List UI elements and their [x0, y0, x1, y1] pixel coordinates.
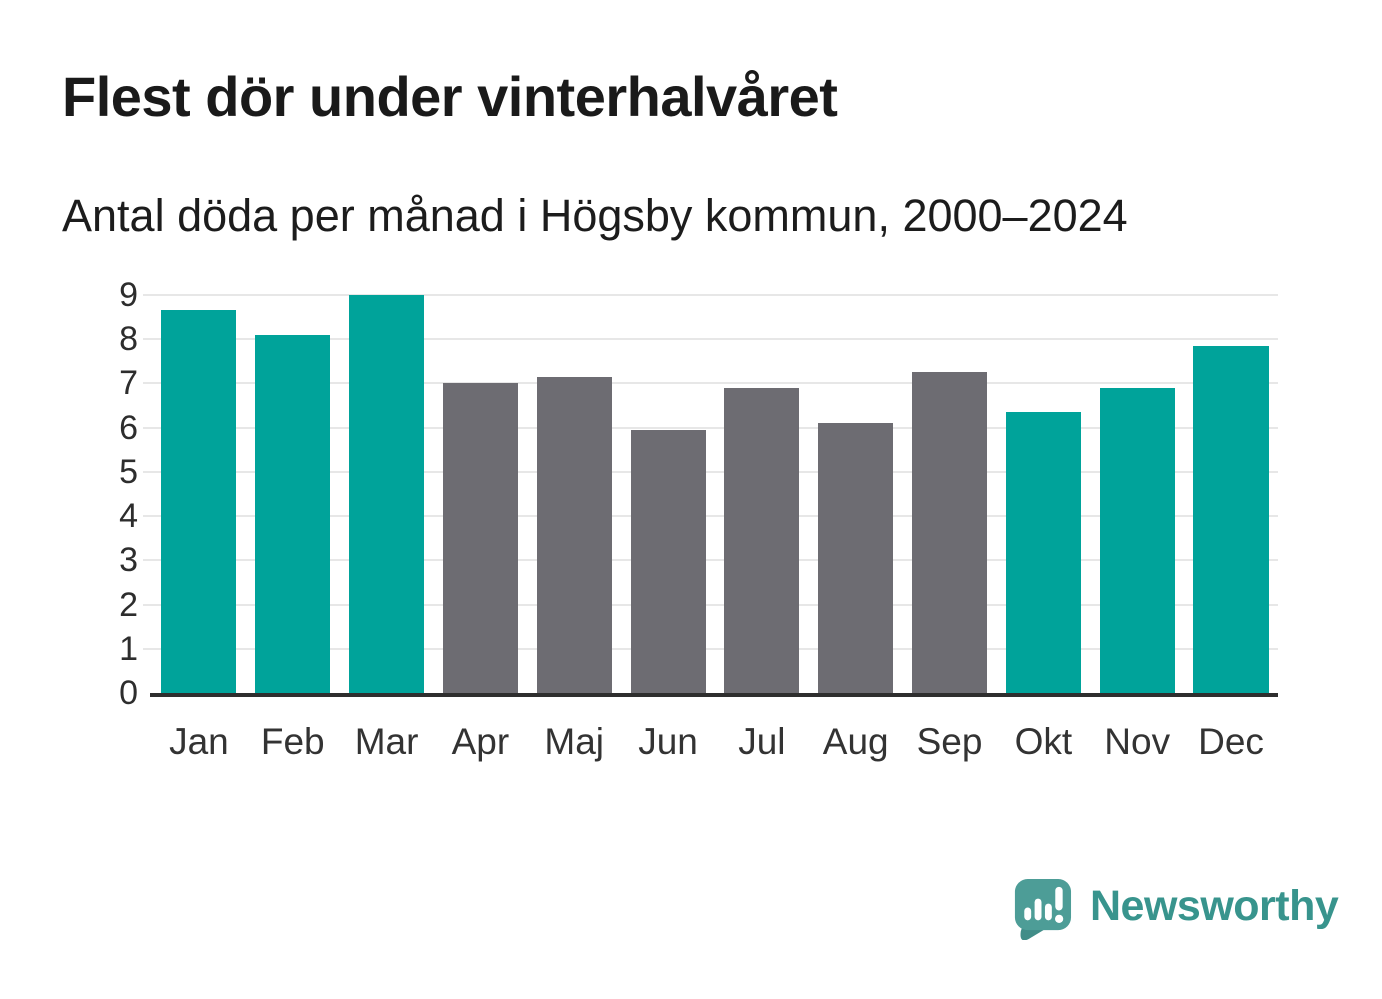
bar-feb [255, 334, 331, 693]
x-axis-labels: Jan Feb Mar Apr Maj Jun Jul Aug Sep Okt Nov Dec [152, 714, 1278, 770]
bars-container [152, 295, 1278, 693]
chart-subtitle: Antal döda per månad i Högsby kommun, 20… [62, 190, 1128, 241]
gridline-2 [143, 603, 1278, 606]
x-tick-label-aug: Aug [822, 721, 889, 762]
bar-band-jul [715, 295, 809, 693]
bar-band-nov [1090, 295, 1184, 693]
bar-band-jan [152, 295, 246, 693]
y-axis-labels: 9 8 7 6 5 4 3 2 1 0 [0, 276, 138, 712]
y-tick-label-2: 2 [119, 585, 138, 624]
bar-jun [630, 429, 706, 693]
bar-band-dec [1184, 295, 1278, 693]
bar-mar [349, 295, 425, 693]
bar-jan [161, 310, 237, 693]
newsworthy-logo-icon [1014, 878, 1072, 940]
y-tick-label-4: 4 [119, 497, 138, 536]
y-tick-label-7: 7 [119, 364, 138, 403]
x-tick-label-jul: Jul [738, 721, 786, 762]
y-tick-label-9: 9 [119, 276, 138, 314]
y-tick-label-8: 8 [119, 320, 138, 359]
bar-band-okt [996, 295, 1090, 693]
gridline-5 [143, 470, 1278, 473]
y-tick-label-0: 0 [119, 674, 138, 712]
x-tick-label-mar: Mar [354, 721, 419, 762]
x-tick-label-apr: Apr [451, 721, 510, 762]
bar-sep [912, 372, 988, 693]
x-tick-label-feb: Feb [260, 721, 325, 762]
gridline-6 [143, 426, 1278, 429]
chart-title: Flest dör under vinterhalvåret [62, 65, 838, 128]
bar-band-sep [903, 295, 997, 693]
newsworthy-logo: Newsworthy [1010, 877, 1339, 940]
bar-band-maj [527, 295, 621, 693]
x-tick-label-dec: Dec [1198, 721, 1264, 762]
y-tick-label-5: 5 [119, 452, 138, 491]
y-tick-label-3: 3 [119, 541, 138, 580]
bar-band-mar [340, 295, 434, 693]
y-tick-label-6: 6 [119, 408, 138, 447]
gridline-7 [143, 382, 1278, 385]
bar-band-apr [433, 295, 527, 693]
gridline-9 [143, 294, 1278, 296]
bar-dec [1193, 345, 1269, 693]
gridline-1 [143, 647, 1278, 650]
gridline-4 [143, 515, 1278, 518]
bar-jul [724, 387, 800, 693]
gridline-8 [143, 338, 1278, 341]
bar-nov [1099, 387, 1175, 693]
x-tick-label-maj: Maj [544, 721, 605, 762]
bar-aug [818, 423, 894, 693]
x-tick-label-okt: Okt [1014, 721, 1073, 762]
bar-band-jun [621, 295, 715, 693]
x-axis-line [150, 693, 1278, 697]
bar-maj [536, 376, 612, 693]
bar-chart-plot-area [143, 294, 1278, 693]
bar-okt [1005, 412, 1081, 693]
x-tick-label-jun: Jun [638, 721, 698, 762]
bar-band-aug [809, 295, 903, 693]
x-tick-label-nov: Nov [1104, 721, 1171, 762]
y-tick-label-1: 1 [119, 629, 138, 668]
x-tick-label-jan: Jan [169, 721, 229, 762]
gridline-3 [143, 559, 1278, 562]
bar-apr [442, 383, 518, 693]
bar-band-feb [246, 295, 340, 693]
x-tick-label-sep: Sep [916, 721, 983, 762]
newsworthy-logo-text: Newsworthy [1090, 882, 1339, 930]
